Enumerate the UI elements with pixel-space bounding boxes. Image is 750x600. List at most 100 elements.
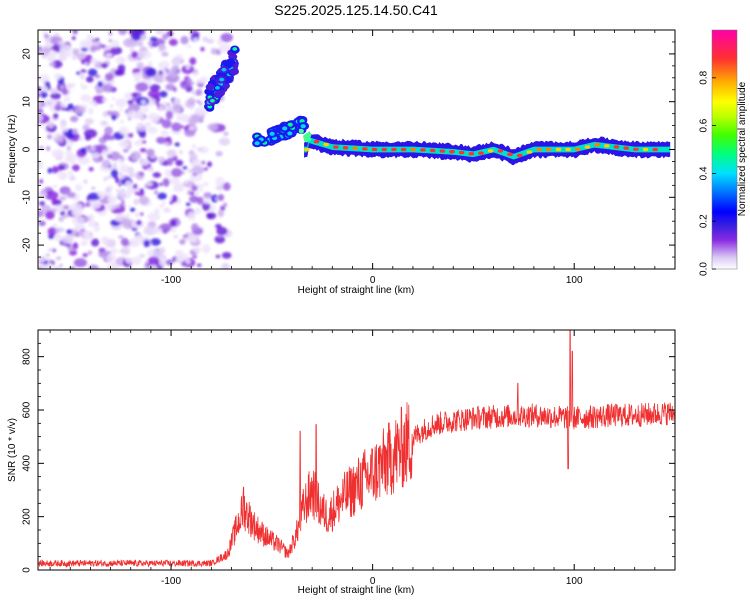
noise-blob <box>202 244 211 254</box>
noise-blob <box>149 36 158 42</box>
noise-blob <box>189 191 195 196</box>
spectrogram-ytick-label: -20 <box>22 237 33 252</box>
noise-blob <box>87 192 101 201</box>
noise-blob <box>51 148 64 158</box>
noise-blob <box>128 205 131 209</box>
noise-blob <box>51 198 58 206</box>
spectrogram-xtick-label: 0 <box>370 275 376 286</box>
noise-blob <box>128 30 141 37</box>
noise-blob <box>137 41 144 47</box>
noise-blob <box>175 182 185 191</box>
noise-blob <box>191 165 205 175</box>
colorbar-tick-label: 0.4 <box>699 166 710 180</box>
noise-blob <box>59 263 63 268</box>
noise-blob <box>119 155 123 159</box>
noise-blob <box>54 266 60 269</box>
ridge-core <box>342 146 349 150</box>
noise-blob <box>40 204 52 213</box>
ridge-core <box>652 147 658 152</box>
noise-blob <box>56 135 65 144</box>
noise-blob <box>69 157 76 165</box>
noise-blob <box>80 82 84 86</box>
noise-blob <box>70 115 79 123</box>
noise-blob <box>145 181 153 187</box>
noise-blob <box>190 96 194 101</box>
noise-blob <box>106 255 112 261</box>
noise-blob <box>86 34 94 42</box>
noise-blob <box>191 255 198 259</box>
noise-blob <box>42 31 48 35</box>
noise-blob <box>50 92 61 100</box>
noise-blob <box>173 235 179 239</box>
noise-blob <box>118 108 123 112</box>
ridge-core <box>439 149 446 153</box>
noise-blob <box>138 195 149 206</box>
noise-blob <box>85 62 91 66</box>
noise-blob <box>51 60 63 69</box>
noise-blob <box>83 230 92 239</box>
noise-blob <box>188 125 196 131</box>
noise-blob <box>214 235 226 244</box>
ridge-core <box>313 140 320 144</box>
noise-blob <box>117 63 126 73</box>
ridge-blob-inner <box>269 131 275 136</box>
noise-blob <box>130 92 138 97</box>
noise-blob <box>173 97 181 107</box>
noise-blob <box>140 158 150 166</box>
noise-blob <box>159 182 163 186</box>
noise-blob <box>200 46 205 52</box>
noise-blob <box>134 211 141 218</box>
noise-blob <box>221 262 230 269</box>
noise-blob <box>155 30 163 35</box>
noise-blob <box>90 45 97 53</box>
noise-blob <box>132 72 143 80</box>
noise-blob <box>82 253 88 258</box>
noise-blob <box>164 136 172 143</box>
noise-blob <box>157 192 167 200</box>
noise-blob <box>100 44 106 49</box>
noise-blob <box>158 43 166 51</box>
noise-blob <box>62 213 69 219</box>
noise-blob <box>55 205 64 213</box>
noise-blob <box>147 81 152 86</box>
spectrogram-ylabel: Frequency (Hz) <box>7 115 18 184</box>
noise-blob <box>218 137 231 146</box>
noise-blob <box>62 205 70 210</box>
noise-blob <box>179 239 186 245</box>
noise-blob <box>217 193 225 201</box>
ridge-core <box>565 147 571 152</box>
noise-blob <box>93 103 98 107</box>
noise-blob <box>101 159 111 169</box>
noise-blob <box>38 74 50 82</box>
noise-blob <box>130 150 142 161</box>
noise-blob <box>161 52 169 57</box>
noise-blob <box>184 253 189 257</box>
noise-blob <box>169 177 180 185</box>
ridge-core <box>420 148 426 152</box>
noise-blob <box>76 71 81 75</box>
noise-blob <box>184 129 196 137</box>
noise-blob <box>54 32 60 37</box>
ridge-dot <box>304 133 310 139</box>
noise-blob <box>63 96 71 103</box>
ridge-blob-outer <box>226 58 236 66</box>
noise-blob <box>158 105 165 111</box>
noise-blob <box>104 126 113 135</box>
noise-blob <box>59 195 67 201</box>
noise-blob <box>223 131 229 137</box>
noise-blob <box>141 99 147 105</box>
noise-blob <box>129 173 135 178</box>
ridge-core <box>410 147 417 152</box>
ridge-core <box>507 152 513 156</box>
noise-blob <box>60 119 67 127</box>
noise-blob <box>74 106 86 115</box>
noise-blob <box>117 190 131 200</box>
noise-blob <box>100 266 104 269</box>
ridge-core <box>555 147 562 152</box>
noise-blob <box>152 227 163 234</box>
ridge-blob-inner <box>300 124 306 129</box>
noise-blob <box>185 64 191 70</box>
noise-blob <box>154 189 158 193</box>
noise-blob <box>221 252 232 259</box>
